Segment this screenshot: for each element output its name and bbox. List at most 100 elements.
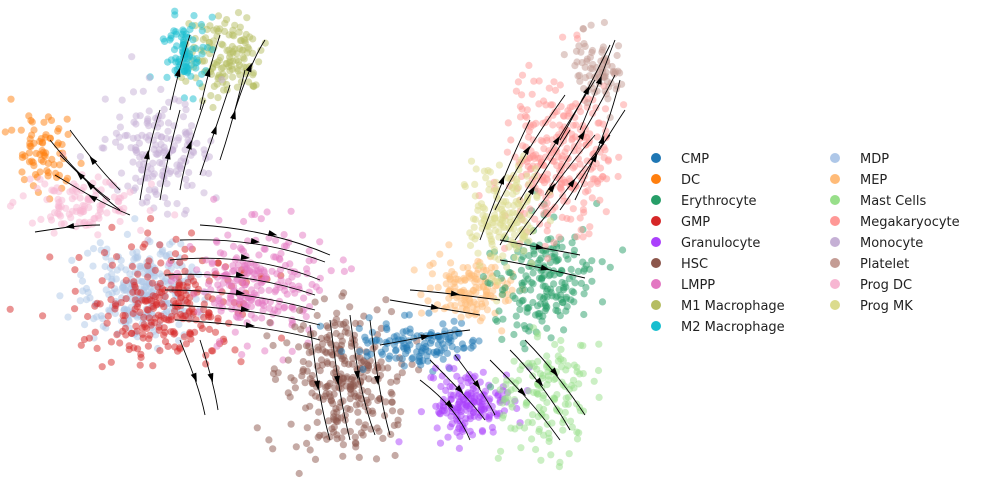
point-erythrocyte (518, 297, 526, 305)
legend-item-prog-dc: Prog DC (830, 278, 912, 293)
point-erythrocyte (565, 275, 574, 283)
point-prog-dc (43, 196, 51, 204)
point-granulocyte (464, 389, 472, 397)
point-erythrocyte (560, 326, 568, 334)
point-hsc (313, 418, 321, 426)
point-dc (1, 128, 9, 136)
point-m2-macrophage (173, 42, 181, 50)
legend-marker (651, 300, 661, 310)
point-monocyte (157, 133, 165, 141)
point-hsc (306, 330, 315, 338)
streamline-arrowhead (598, 135, 605, 145)
point-mdp (175, 320, 183, 329)
point-mdp (81, 321, 89, 329)
point-hsc (302, 404, 310, 412)
point-monocyte (112, 129, 120, 137)
point-lmpp (220, 250, 228, 258)
point-gmp (107, 281, 115, 289)
point-hsc (393, 373, 401, 381)
point-prog-mk (488, 274, 496, 282)
point-prog-dc (28, 219, 36, 227)
point-granulocyte (429, 374, 438, 382)
point-mep (457, 277, 465, 285)
point-mast-cells (529, 324, 538, 332)
point-cmp (467, 344, 475, 352)
point-granulocyte (438, 372, 446, 380)
point-monocyte (187, 151, 195, 159)
point-lmpp (229, 262, 237, 270)
point-prog-dc (96, 205, 104, 213)
point-granulocyte (502, 371, 511, 379)
point-gmp (122, 295, 130, 303)
point-gmp (111, 300, 119, 308)
point-hsc (351, 433, 359, 441)
point-gmp (163, 269, 171, 277)
streamline-arrowhead (190, 372, 197, 383)
legend-marker (830, 237, 840, 247)
point-gmp (80, 335, 88, 344)
point-granulocyte (457, 407, 465, 415)
point-lmpp (257, 286, 265, 294)
point-prog-mk (467, 157, 476, 165)
point-gmp (107, 338, 115, 346)
point-mast-cells (595, 340, 603, 348)
point-megakaryocyte (531, 215, 539, 223)
point-lmpp (315, 286, 324, 294)
point-mdp (102, 286, 110, 294)
point-erythrocyte (517, 266, 526, 274)
point-cmp (392, 354, 400, 362)
point-prog-dc (94, 173, 102, 181)
point-erythrocyte (519, 253, 527, 261)
point-erythrocyte (479, 273, 487, 281)
point-gmp (137, 289, 145, 297)
point-prog-dc (120, 192, 128, 200)
point-mast-cells (496, 386, 504, 394)
point-mdp (82, 296, 91, 304)
point-erythrocyte (536, 293, 544, 301)
point-hsc (339, 452, 347, 460)
point-monocyte (174, 136, 182, 144)
point-dc (27, 142, 35, 150)
point-mast-cells (497, 447, 505, 455)
point-platelet (587, 21, 595, 29)
point-erythrocyte (554, 307, 562, 315)
point-gmp (100, 249, 109, 257)
point-lmpp (339, 256, 347, 264)
point-gmp (176, 345, 184, 353)
point-gmp (98, 277, 106, 285)
point-hsc (355, 453, 363, 461)
point-monocyte (118, 96, 126, 104)
point-megakaryocyte (570, 147, 578, 155)
point-mdp (89, 262, 97, 270)
point-lmpp (190, 290, 198, 298)
point-megakaryocyte (547, 149, 555, 157)
point-hsc (333, 431, 341, 439)
point-hsc (305, 342, 313, 350)
streamline-arrowhead (535, 243, 545, 250)
legend-label: Platelet (860, 257, 909, 272)
point-hsc (373, 361, 381, 369)
point-cmp (362, 336, 370, 344)
point-dc (40, 118, 48, 126)
point-granulocyte (432, 402, 440, 410)
point-m1-macrophage (236, 71, 244, 79)
point-granulocyte (446, 423, 454, 431)
point-granulocyte (469, 408, 478, 416)
point-erythrocyte (547, 334, 555, 342)
point-lmpp (210, 195, 218, 203)
point-megakaryocyte (600, 154, 608, 162)
point-megakaryocyte (599, 120, 607, 128)
point-erythrocyte (499, 315, 507, 323)
point-hsc (361, 421, 369, 429)
point-mdp (175, 337, 183, 345)
point-prog-dc (147, 180, 155, 188)
point-erythrocyte (574, 267, 583, 275)
point-lmpp (300, 294, 308, 302)
point-prog-mk (484, 167, 492, 175)
point-gmp (143, 324, 151, 333)
point-monocyte (117, 169, 126, 177)
point-granulocyte (395, 438, 403, 446)
point-erythrocyte (518, 279, 526, 287)
legend-marker (651, 174, 661, 184)
streamline-arrowhead (550, 367, 559, 377)
